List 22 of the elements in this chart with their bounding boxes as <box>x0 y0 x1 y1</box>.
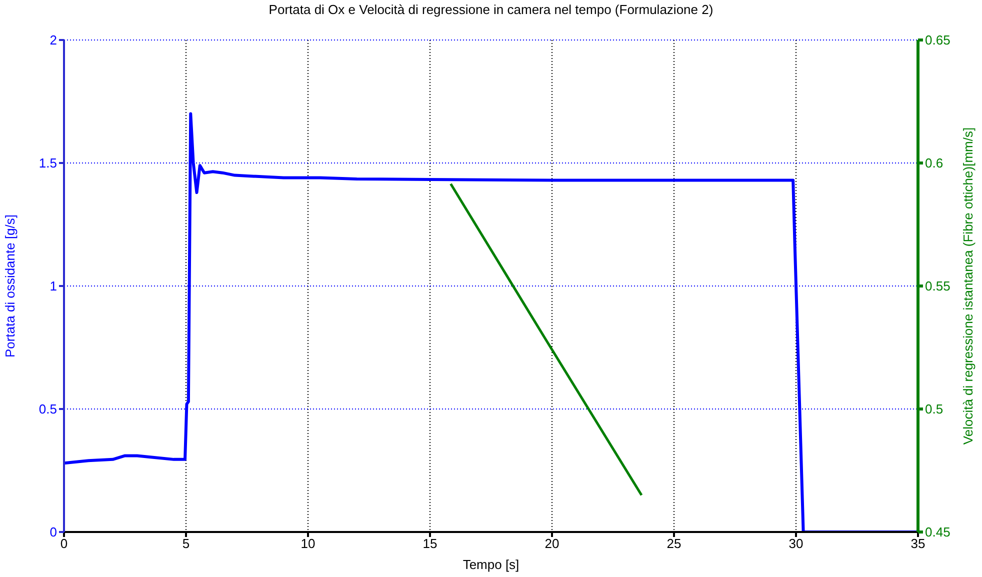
chart-title: Portata di Ox e Velocità di regressione in camera nel tempo (Formulazione 2) <box>268 2 714 17</box>
y-tick-label: 1.5 <box>38 156 57 171</box>
x-tick-label: 15 <box>422 536 438 552</box>
x-tick-label: 5 <box>182 536 190 552</box>
y2-tick-label: 0.45 <box>925 524 950 540</box>
x-tick-label: 25 <box>666 536 682 552</box>
x-axis-title: Tempo [s] <box>462 557 520 572</box>
y2-tick-label: 0.6 <box>925 156 944 171</box>
x-tick-label: 20 <box>544 536 560 552</box>
y-tick-label: 0 <box>50 524 57 540</box>
y-tick-label: 0.5 <box>38 402 57 417</box>
x-tick-label: 35 <box>910 536 926 552</box>
y-tick-label: 1 <box>50 278 57 294</box>
y2-tick-label: 0.5 <box>925 402 944 417</box>
y2-axis-title: Velocità di regressione istantanea (Fibre ottiche)[mm/s] <box>960 127 976 445</box>
x-tick-label: 0 <box>60 536 68 552</box>
y-tick-label: 2 <box>50 32 57 48</box>
y2-tick-label: 0.55 <box>925 278 950 294</box>
x-tick-label: 30 <box>788 536 804 552</box>
y-axis-title: Portata di ossidante [g/s] <box>2 214 18 358</box>
y2-tick-label: 0.65 <box>925 32 950 48</box>
x-tick-label: 10 <box>300 536 316 552</box>
